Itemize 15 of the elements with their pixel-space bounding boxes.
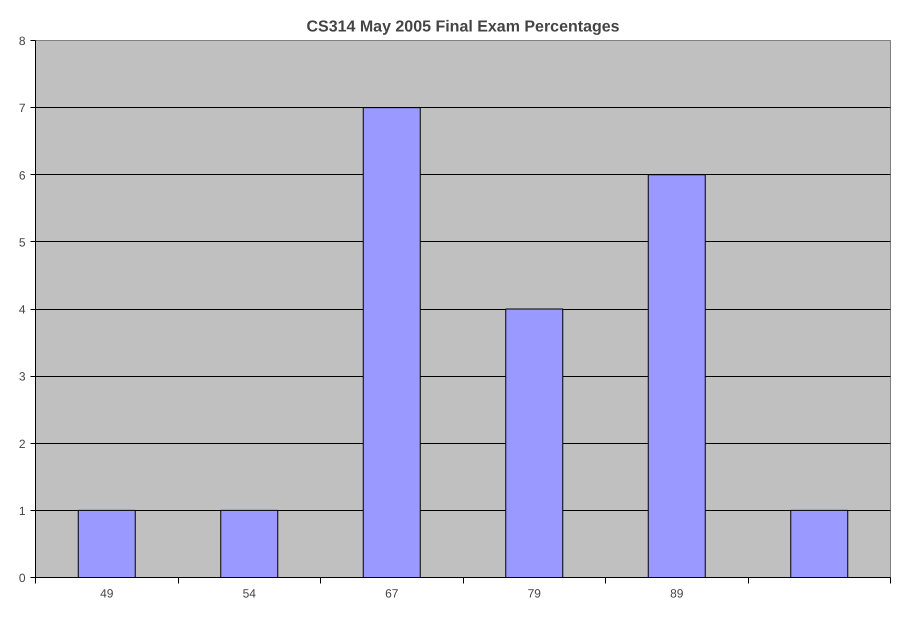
- y-tick-label: 6: [18, 168, 26, 182]
- y-tick-label: 2: [18, 436, 26, 451]
- y-tick-label: 1: [18, 504, 26, 518]
- y-tick-label: 5: [18, 235, 26, 250]
- y-tick-label: 4: [18, 302, 26, 316]
- x-tick-label: 67: [385, 586, 399, 600]
- y-tick-label: 3: [18, 370, 26, 384]
- chart-title: CS314 May 2005 Final Exam Percentages: [306, 18, 620, 36]
- x-tick-label: 54: [242, 586, 256, 600]
- y-tick-label: 0: [18, 571, 26, 585]
- y-tick-label: 7: [18, 101, 26, 116]
- x-tick-label: 89: [670, 586, 684, 600]
- x-tick-label: 79: [528, 586, 542, 600]
- x-tick-label: 49: [100, 586, 114, 600]
- y-tick-label: 8: [18, 34, 26, 48]
